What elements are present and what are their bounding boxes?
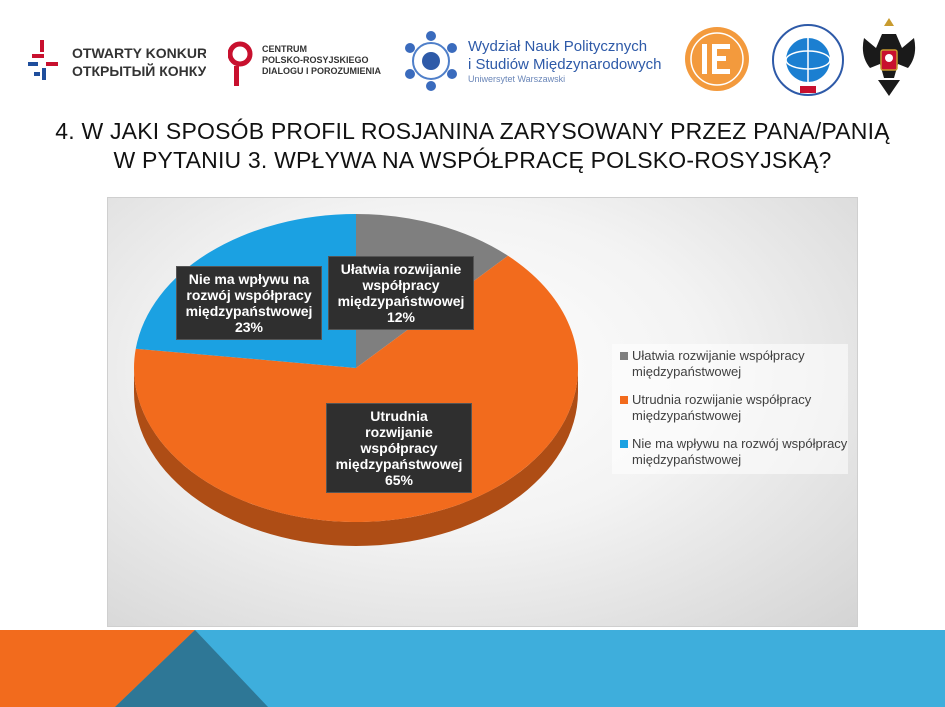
otwarty-konkurs-text: OTWARTY KONKURS ОТКРЫТЫЙ КОНКУРС <box>72 45 206 79</box>
logo-bar: OTWARTY KONKURS ОТКРЫТЫЙ КОНКУРС CENTRUM… <box>0 0 945 108</box>
title-line-2: W PYTANIU 3. WPŁYWA NA WSPÓŁPRACĘ POLSKO… <box>113 147 832 173</box>
legend-swatch-orange <box>620 396 628 404</box>
centrum-emblem-icon <box>227 41 253 86</box>
otwarty-konkurs-logo: OTWARTY KONKURS ОТКРЫТЫЙ КОНКУРС <box>28 40 208 86</box>
centrum-text: CENTRUM POLSKO-ROSYJSKIEGO DIALOGU I POR… <box>262 44 381 76</box>
chart-legend: Ułatwia rozwijanie współpracy międzypańs… <box>612 344 848 474</box>
pie-chart-area: Utrudnia rozwijanie współpracy międzypań… <box>107 197 858 627</box>
coat-of-arms-icon <box>862 18 916 96</box>
wydzial-logo: Wydział Nauk Politycznych i Studiów Międ… <box>400 30 675 92</box>
centrum-logo: CENTRUM POLSKO-ROSYJSKIEGO DIALOGU I POR… <box>227 38 398 88</box>
slide-title: 4. W JAKI SPOSÓB PROFIL ROSJANINA ZARYSO… <box>20 117 925 175</box>
wydzial-text: Wydział Nauk Politycznych i Studiów Międ… <box>468 38 662 84</box>
faculty-globe-seal-icon <box>772 24 844 96</box>
data-label-utrudnia: Utrudnia rozwijanie współpracy międzypań… <box>326 403 472 493</box>
footer-band <box>0 630 945 707</box>
data-label-ulatwia: Ułatwia rozwijanie współpracy międzypańs… <box>328 256 474 330</box>
slice-utrudnia-side <box>134 368 578 546</box>
legend-swatch-gray <box>620 352 628 360</box>
title-line-1: 4. W JAKI SPOSÓB PROFIL ROSJANINA ZARYSO… <box>55 118 890 144</box>
data-label-nie-ma-wplywu: Nie ma wpływu na rozwój współpracy międz… <box>176 266 322 340</box>
network-emblem-icon <box>405 31 457 91</box>
institute-seal-icon <box>685 27 749 91</box>
legend-swatch-blue <box>620 440 628 448</box>
cross-icon <box>28 40 58 80</box>
